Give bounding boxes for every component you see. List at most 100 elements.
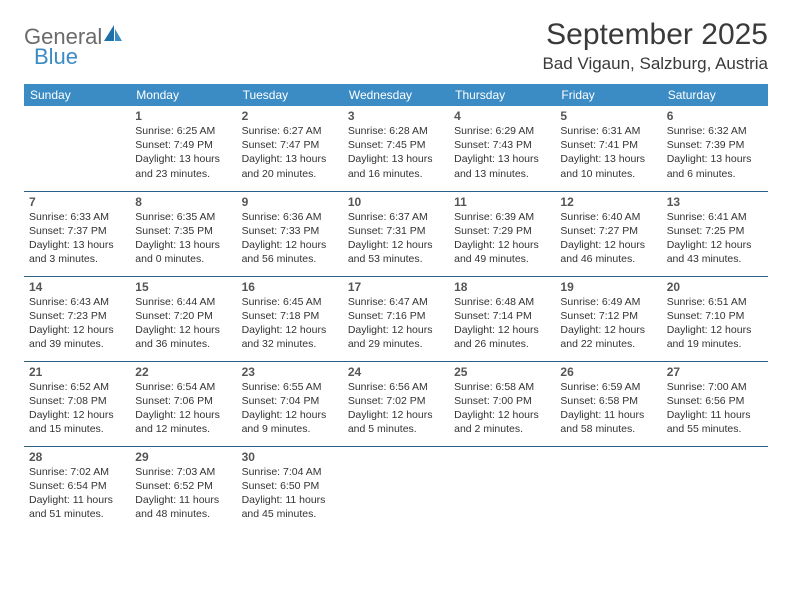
calendar-row: 7Sunrise: 6:33 AMSunset: 7:37 PMDaylight…: [24, 191, 768, 276]
day-number: 4: [454, 109, 550, 123]
day-cell: 8Sunrise: 6:35 AMSunset: 7:35 PMDaylight…: [130, 191, 236, 276]
empty-cell: [449, 446, 555, 531]
day-info: Sunrise: 6:39 AMSunset: 7:29 PMDaylight:…: [454, 210, 550, 267]
day-info: Sunrise: 6:32 AMSunset: 7:39 PMDaylight:…: [667, 124, 763, 181]
day-number: 5: [560, 109, 656, 123]
day-info: Sunrise: 6:28 AMSunset: 7:45 PMDaylight:…: [348, 124, 444, 181]
calendar-header-row: SundayMondayTuesdayWednesdayThursdayFrid…: [24, 84, 768, 106]
day-info: Sunrise: 7:03 AMSunset: 6:52 PMDaylight:…: [135, 465, 231, 522]
weekday-wednesday: Wednesday: [343, 84, 449, 106]
day-info: Sunrise: 6:27 AMSunset: 7:47 PMDaylight:…: [242, 124, 338, 181]
day-number: 6: [667, 109, 763, 123]
calendar-row: 28Sunrise: 7:02 AMSunset: 6:54 PMDayligh…: [24, 446, 768, 531]
day-number: 16: [242, 280, 338, 294]
day-info: Sunrise: 6:45 AMSunset: 7:18 PMDaylight:…: [242, 295, 338, 352]
day-info: Sunrise: 6:44 AMSunset: 7:20 PMDaylight:…: [135, 295, 231, 352]
logo-sub: Blue: [34, 44, 78, 70]
day-cell: 10Sunrise: 6:37 AMSunset: 7:31 PMDayligh…: [343, 191, 449, 276]
day-number: 25: [454, 365, 550, 379]
title-block: September 2025 Bad Vigaun, Salzburg, Aus…: [542, 18, 768, 74]
month-title: September 2025: [542, 18, 768, 52]
day-cell: 9Sunrise: 6:36 AMSunset: 7:33 PMDaylight…: [237, 191, 343, 276]
day-number: 30: [242, 450, 338, 464]
empty-cell: [662, 446, 768, 531]
weekday-thursday: Thursday: [449, 84, 555, 106]
day-info: Sunrise: 6:33 AMSunset: 7:37 PMDaylight:…: [29, 210, 125, 267]
day-info: Sunrise: 6:29 AMSunset: 7:43 PMDaylight:…: [454, 124, 550, 181]
header: General September 2025 Bad Vigaun, Salzb…: [24, 18, 768, 74]
day-cell: 14Sunrise: 6:43 AMSunset: 7:23 PMDayligh…: [24, 276, 130, 361]
day-cell: 2Sunrise: 6:27 AMSunset: 7:47 PMDaylight…: [237, 106, 343, 191]
weekday-friday: Friday: [555, 84, 661, 106]
day-number: 14: [29, 280, 125, 294]
empty-cell: [24, 106, 130, 191]
day-number: 18: [454, 280, 550, 294]
calendar-row: 14Sunrise: 6:43 AMSunset: 7:23 PMDayligh…: [24, 276, 768, 361]
calendar-table: SundayMondayTuesdayWednesdayThursdayFrid…: [24, 84, 768, 531]
location: Bad Vigaun, Salzburg, Austria: [542, 54, 768, 74]
day-cell: 7Sunrise: 6:33 AMSunset: 7:37 PMDaylight…: [24, 191, 130, 276]
day-number: 23: [242, 365, 338, 379]
day-number: 1: [135, 109, 231, 123]
day-number: 21: [29, 365, 125, 379]
day-cell: 15Sunrise: 6:44 AMSunset: 7:20 PMDayligh…: [130, 276, 236, 361]
day-info: Sunrise: 6:58 AMSunset: 7:00 PMDaylight:…: [454, 380, 550, 437]
day-number: 7: [29, 195, 125, 209]
day-info: Sunrise: 6:54 AMSunset: 7:06 PMDaylight:…: [135, 380, 231, 437]
day-number: 24: [348, 365, 444, 379]
day-number: 9: [242, 195, 338, 209]
day-info: Sunrise: 6:43 AMSunset: 7:23 PMDaylight:…: [29, 295, 125, 352]
day-cell: 3Sunrise: 6:28 AMSunset: 7:45 PMDaylight…: [343, 106, 449, 191]
day-info: Sunrise: 6:55 AMSunset: 7:04 PMDaylight:…: [242, 380, 338, 437]
day-number: 10: [348, 195, 444, 209]
day-cell: 13Sunrise: 6:41 AMSunset: 7:25 PMDayligh…: [662, 191, 768, 276]
day-number: 11: [454, 195, 550, 209]
logo-sail-icon: [102, 23, 124, 48]
day-cell: 25Sunrise: 6:58 AMSunset: 7:00 PMDayligh…: [449, 361, 555, 446]
day-info: Sunrise: 6:51 AMSunset: 7:10 PMDaylight:…: [667, 295, 763, 352]
day-number: 8: [135, 195, 231, 209]
day-info: Sunrise: 6:47 AMSunset: 7:16 PMDaylight:…: [348, 295, 444, 352]
day-info: Sunrise: 6:37 AMSunset: 7:31 PMDaylight:…: [348, 210, 444, 267]
day-info: Sunrise: 6:31 AMSunset: 7:41 PMDaylight:…: [560, 124, 656, 181]
day-cell: 1Sunrise: 6:25 AMSunset: 7:49 PMDaylight…: [130, 106, 236, 191]
day-info: Sunrise: 6:56 AMSunset: 7:02 PMDaylight:…: [348, 380, 444, 437]
day-cell: 11Sunrise: 6:39 AMSunset: 7:29 PMDayligh…: [449, 191, 555, 276]
calendar-body: 1Sunrise: 6:25 AMSunset: 7:49 PMDaylight…: [24, 106, 768, 531]
day-number: 26: [560, 365, 656, 379]
day-info: Sunrise: 7:00 AMSunset: 6:56 PMDaylight:…: [667, 380, 763, 437]
day-cell: 26Sunrise: 6:59 AMSunset: 6:58 PMDayligh…: [555, 361, 661, 446]
day-cell: 24Sunrise: 6:56 AMSunset: 7:02 PMDayligh…: [343, 361, 449, 446]
day-cell: 12Sunrise: 6:40 AMSunset: 7:27 PMDayligh…: [555, 191, 661, 276]
weekday-monday: Monday: [130, 84, 236, 106]
day-cell: 29Sunrise: 7:03 AMSunset: 6:52 PMDayligh…: [130, 446, 236, 531]
day-number: 19: [560, 280, 656, 294]
day-number: 17: [348, 280, 444, 294]
day-number: 3: [348, 109, 444, 123]
calendar-row: 21Sunrise: 6:52 AMSunset: 7:08 PMDayligh…: [24, 361, 768, 446]
day-info: Sunrise: 6:49 AMSunset: 7:12 PMDaylight:…: [560, 295, 656, 352]
day-cell: 23Sunrise: 6:55 AMSunset: 7:04 PMDayligh…: [237, 361, 343, 446]
day-number: 27: [667, 365, 763, 379]
day-number: 22: [135, 365, 231, 379]
day-number: 29: [135, 450, 231, 464]
day-info: Sunrise: 6:35 AMSunset: 7:35 PMDaylight:…: [135, 210, 231, 267]
day-number: 12: [560, 195, 656, 209]
day-info: Sunrise: 7:04 AMSunset: 6:50 PMDaylight:…: [242, 465, 338, 522]
day-number: 2: [242, 109, 338, 123]
day-cell: 5Sunrise: 6:31 AMSunset: 7:41 PMDaylight…: [555, 106, 661, 191]
day-info: Sunrise: 6:40 AMSunset: 7:27 PMDaylight:…: [560, 210, 656, 267]
day-number: 15: [135, 280, 231, 294]
day-number: 13: [667, 195, 763, 209]
empty-cell: [343, 446, 449, 531]
day-info: Sunrise: 6:48 AMSunset: 7:14 PMDaylight:…: [454, 295, 550, 352]
calendar-row: 1Sunrise: 6:25 AMSunset: 7:49 PMDaylight…: [24, 106, 768, 191]
day-info: Sunrise: 6:41 AMSunset: 7:25 PMDaylight:…: [667, 210, 763, 267]
day-cell: 22Sunrise: 6:54 AMSunset: 7:06 PMDayligh…: [130, 361, 236, 446]
day-cell: 6Sunrise: 6:32 AMSunset: 7:39 PMDaylight…: [662, 106, 768, 191]
day-info: Sunrise: 6:25 AMSunset: 7:49 PMDaylight:…: [135, 124, 231, 181]
empty-cell: [555, 446, 661, 531]
day-info: Sunrise: 7:02 AMSunset: 6:54 PMDaylight:…: [29, 465, 125, 522]
day-cell: 28Sunrise: 7:02 AMSunset: 6:54 PMDayligh…: [24, 446, 130, 531]
day-info: Sunrise: 6:52 AMSunset: 7:08 PMDaylight:…: [29, 380, 125, 437]
